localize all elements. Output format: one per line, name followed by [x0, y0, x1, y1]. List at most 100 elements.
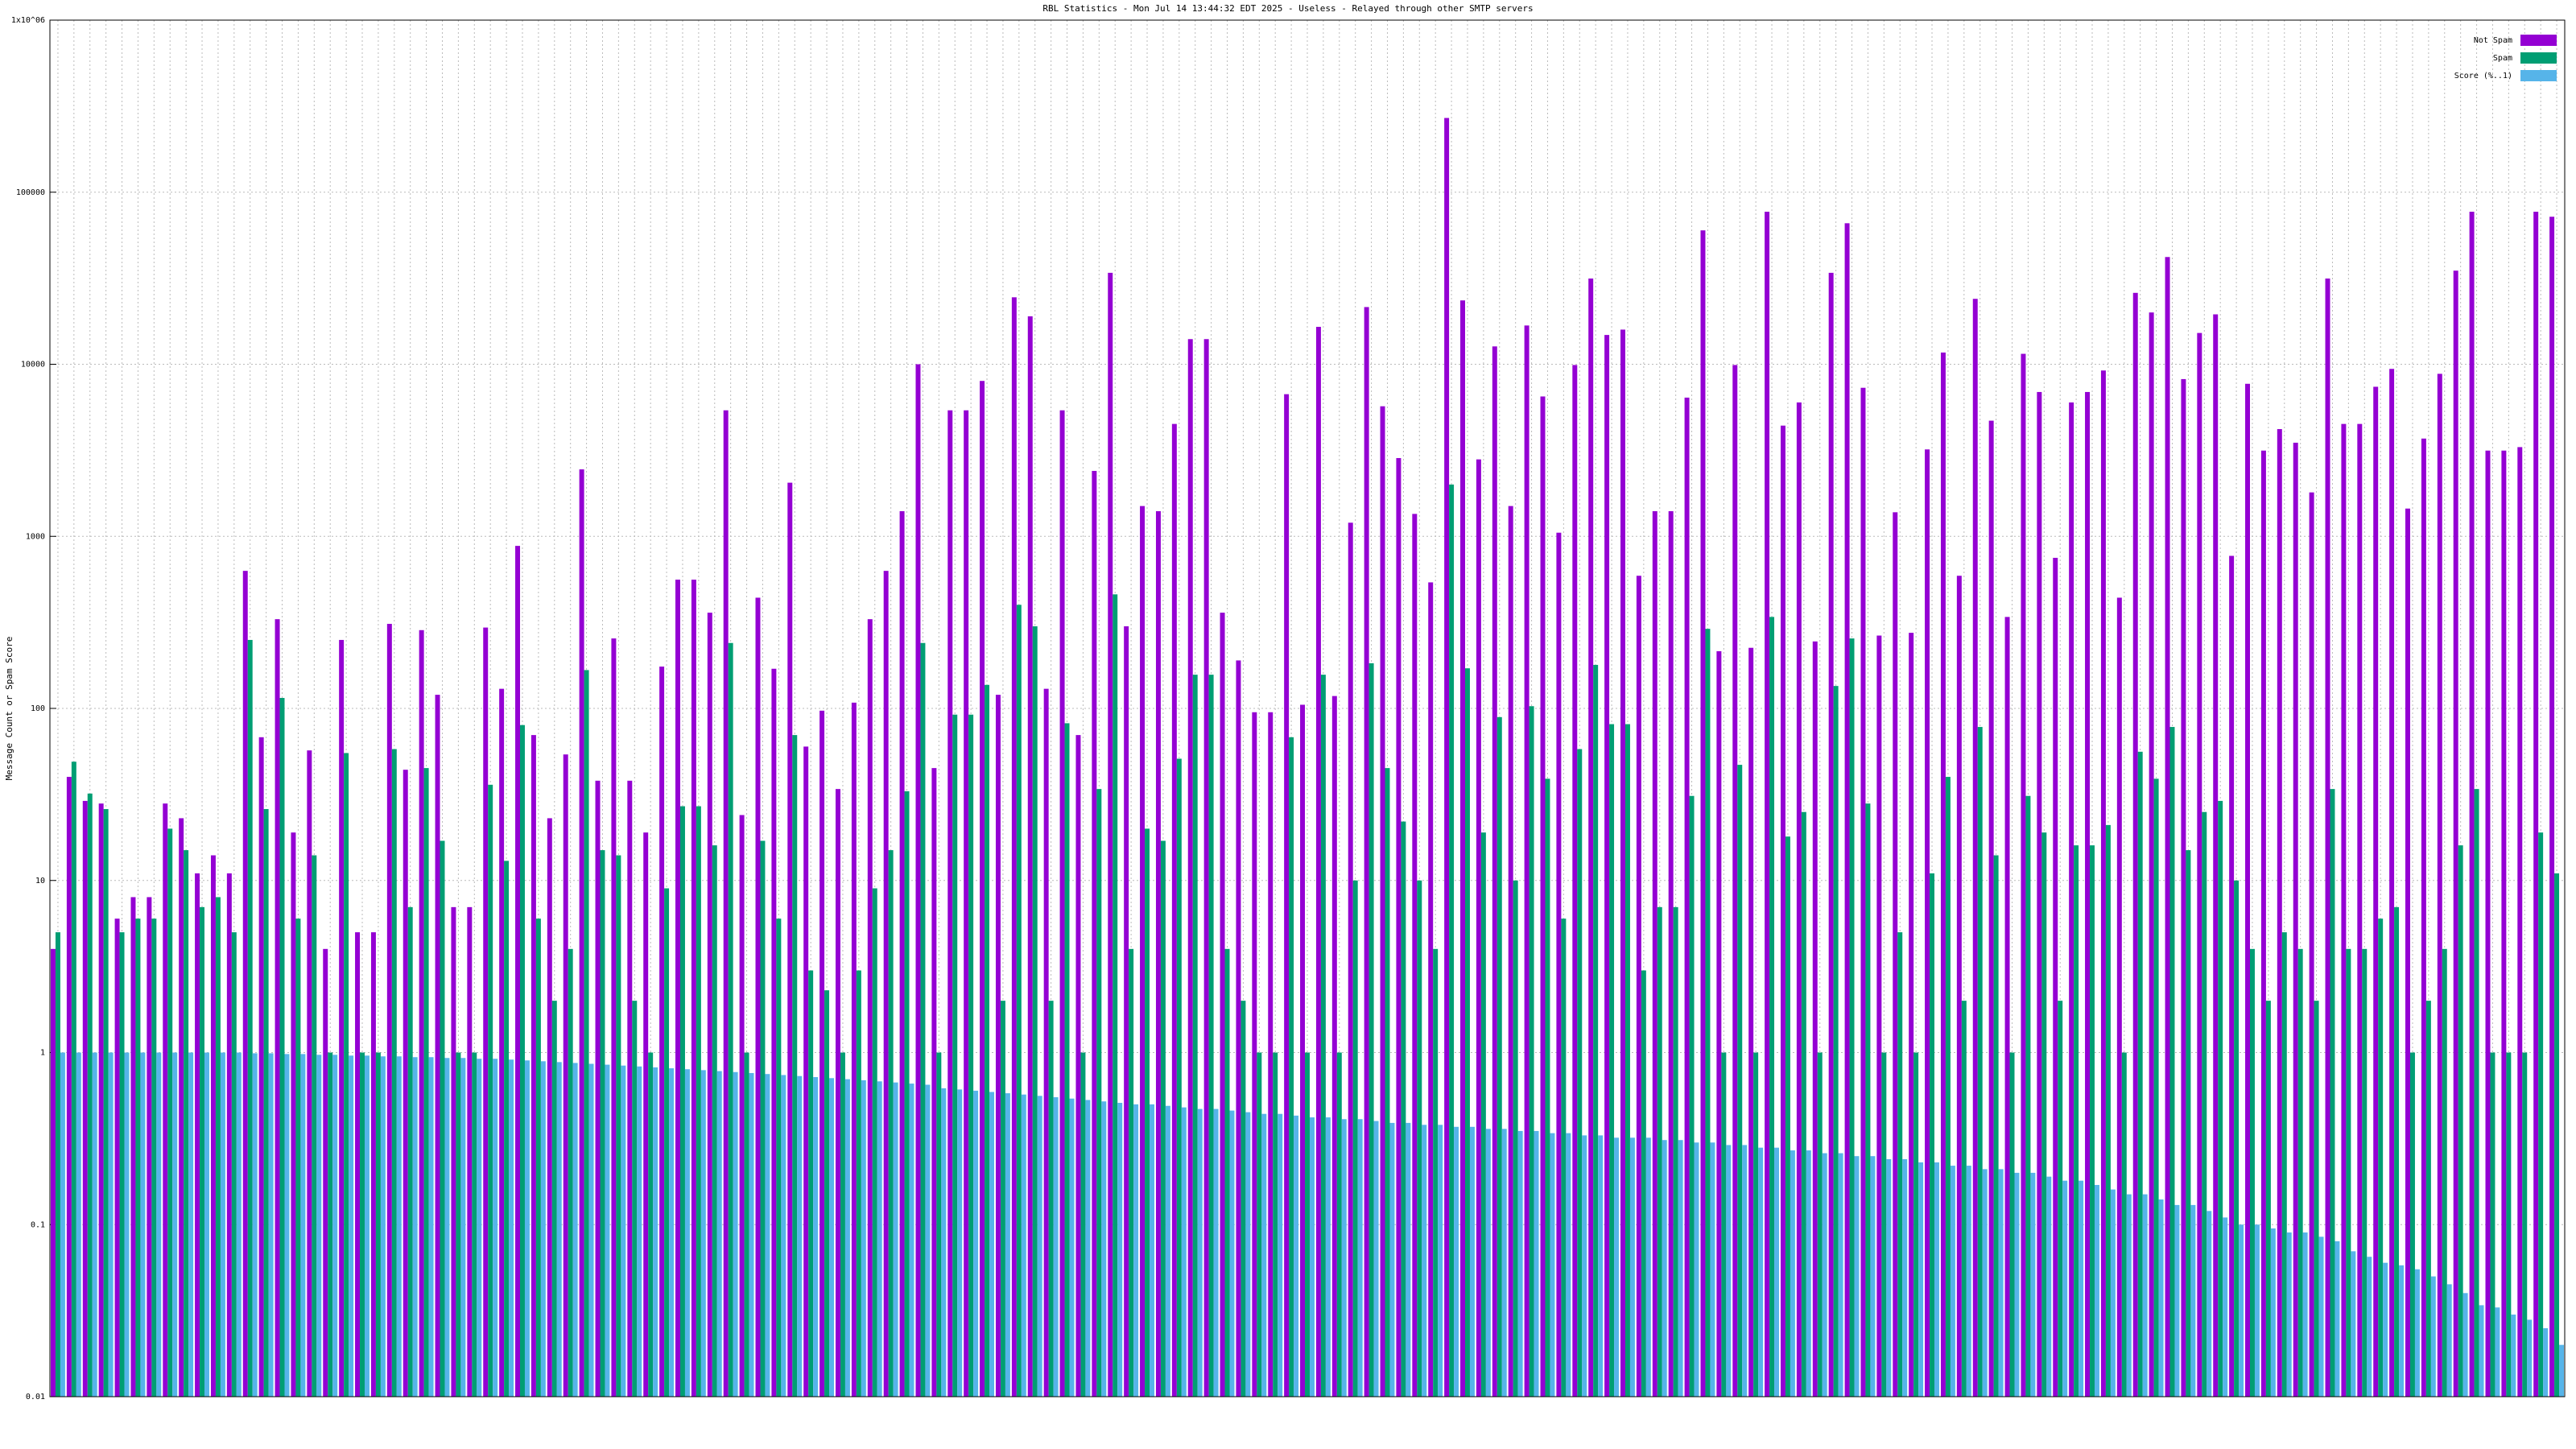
bar: [1053, 1096, 1059, 1397]
bar: [1245, 1112, 1251, 1397]
bar: [1480, 832, 1486, 1397]
bar: [1113, 594, 1118, 1397]
bar: [2490, 1052, 2496, 1397]
bar: [2559, 1344, 2565, 1397]
bar: [1236, 660, 1241, 1397]
bar: [2474, 789, 2479, 1397]
bar: [2116, 597, 2122, 1397]
bar: [2453, 270, 2458, 1397]
bar: [1897, 932, 1903, 1397]
bar: [968, 714, 974, 1397]
bar: [2234, 880, 2240, 1397]
bar: [2197, 332, 2202, 1397]
bar: [2004, 617, 2010, 1397]
bar: [300, 1054, 306, 1397]
bar: [92, 1052, 97, 1397]
bar: [616, 855, 621, 1397]
bar: [1150, 1104, 1154, 1397]
bar: [355, 932, 361, 1397]
bar: [1742, 1145, 1748, 1397]
bar: [637, 1066, 642, 1397]
bar: [349, 1055, 354, 1397]
bar: [2522, 1052, 2528, 1397]
bar: [1241, 1001, 1246, 1397]
bar: [419, 630, 424, 1397]
bar: [1433, 948, 1439, 1397]
bar: [781, 1075, 786, 1397]
legend-swatch: [2520, 35, 2557, 46]
bar: [2149, 312, 2154, 1397]
bar: [1822, 1153, 1827, 1397]
bar: [344, 753, 349, 1397]
bar: [600, 850, 605, 1397]
bar: [1918, 1162, 1924, 1397]
bar: [572, 1063, 578, 1397]
bar: [472, 1052, 477, 1397]
bar: [460, 1058, 466, 1397]
bar: [1320, 675, 1326, 1397]
bar: [877, 1081, 882, 1397]
bar: [1796, 402, 1802, 1397]
bar: [1673, 906, 1678, 1397]
bar: [1774, 1147, 1779, 1397]
bar: [1336, 1052, 1342, 1397]
bar: [723, 410, 729, 1397]
bar: [556, 1062, 562, 1397]
bar: [728, 642, 733, 1397]
bar: [867, 619, 873, 1397]
bar: [1876, 635, 1882, 1397]
bar: [1737, 765, 1743, 1397]
bar: [2239, 1224, 2244, 1397]
bar: [771, 668, 777, 1397]
bar: [2229, 555, 2235, 1397]
bar: [2399, 1265, 2405, 1397]
bar: [931, 768, 937, 1397]
bar: [524, 1060, 530, 1397]
bar: [1817, 1052, 1823, 1397]
bar: [386, 623, 392, 1397]
bar: [819, 710, 825, 1397]
bar: [691, 580, 696, 1397]
bar: [1925, 449, 1930, 1397]
bar: [1294, 1115, 1299, 1397]
bar: [568, 948, 573, 1397]
bar: [530, 735, 536, 1397]
bar: [1368, 663, 1374, 1397]
bar: [163, 803, 168, 1397]
bar: [643, 832, 649, 1397]
bar: [1000, 1001, 1005, 1397]
bar: [1197, 1108, 1203, 1397]
bar: [114, 919, 120, 1397]
bar: [2302, 1232, 2308, 1397]
bar: [1668, 511, 1674, 1397]
bar: [547, 818, 552, 1397]
bar: [2511, 1315, 2516, 1397]
bar: [1092, 470, 1097, 1397]
bar: [364, 1055, 369, 1397]
bar: [2330, 789, 2335, 1397]
bar: [2351, 1251, 2356, 1397]
bar: [263, 809, 269, 1397]
bar: [2158, 1199, 2164, 1397]
bar: [2334, 1241, 2340, 1397]
bar: [1694, 1142, 1699, 1397]
bar: [55, 932, 60, 1397]
bar: [1133, 1104, 1139, 1397]
bar: [1561, 919, 1567, 1397]
bar: [493, 1059, 498, 1397]
bar: [904, 791, 910, 1397]
bar: [957, 1089, 963, 1397]
bar: [836, 789, 840, 1397]
bar: [1401, 821, 1406, 1397]
bar: [2213, 314, 2219, 1397]
bar: [1469, 1126, 1475, 1397]
bar: [1449, 484, 1455, 1397]
bar: [1016, 605, 1022, 1397]
bar: [1331, 696, 1337, 1397]
bar: [1940, 352, 1946, 1397]
bar: [1422, 1125, 1427, 1397]
bar: [151, 919, 157, 1397]
bar: [2293, 442, 2298, 1397]
bar: [765, 1074, 770, 1397]
